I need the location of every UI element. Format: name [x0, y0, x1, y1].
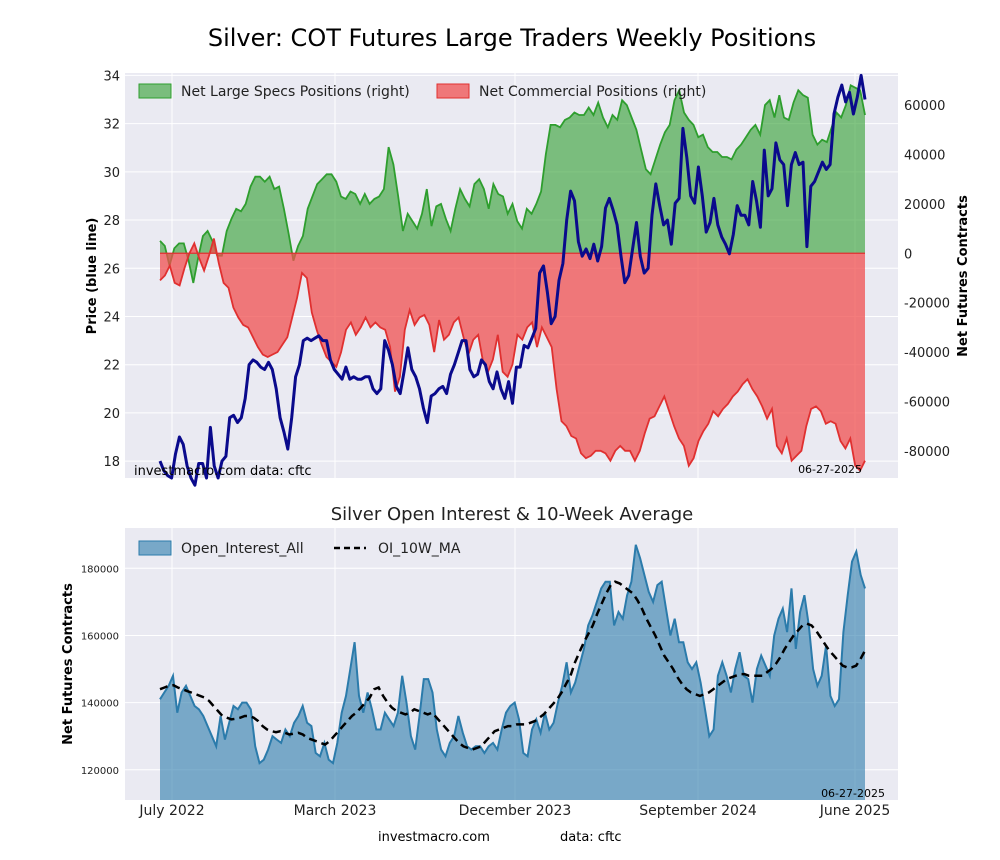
x-tick-label: December 2023: [459, 803, 572, 819]
top-y2tick-label: 20000: [904, 198, 945, 213]
top-y2tick-label: 40000: [904, 148, 945, 163]
top-ytick-label: 30: [103, 166, 120, 181]
top-ytick-label: 34: [103, 69, 120, 84]
x-tick-label: June 2025: [819, 803, 891, 819]
bottom-ytick-label: 140000: [81, 699, 119, 710]
top-y2tick-label: -40000: [904, 346, 950, 361]
top-left-axis-label: Price (blue line): [85, 218, 100, 335]
legend-swatch-oi: [138, 540, 172, 556]
top-y2tick-label: -60000: [904, 395, 950, 410]
top-ytick-label: 18: [103, 455, 120, 470]
top-y2tick-label: 0: [904, 247, 912, 262]
ma-line: [159, 580, 867, 751]
price-line: [158, 73, 867, 487]
bottom-source-annotation: investmacro.com data: cftc: [378, 830, 622, 845]
data-credit: data: cftc: [560, 830, 622, 845]
top-legend: Net Large Specs Positions (right) Net Co…: [138, 83, 706, 100]
legend-swatch-commercial: [436, 83, 470, 99]
bottom-axis-label: Net Futures Contracts: [61, 583, 76, 745]
top-ytick-label: 26: [103, 262, 120, 277]
top-ytick-label: 22: [103, 359, 120, 374]
top-right-axis-label: Net Futures Contracts: [956, 195, 971, 357]
legend-label-commercial: Net Commercial Positions (right): [479, 84, 706, 100]
commercial-area-edge: [159, 238, 866, 473]
legend-label-oi: Open_Interest_All: [181, 541, 304, 557]
x-tick-label: September 2024: [639, 803, 757, 819]
specs-area-edge: [159, 83, 866, 284]
top-y2tick-label: -80000: [904, 445, 950, 460]
legend-label-ma: OI_10W_MA: [378, 541, 461, 557]
top-right-axis-ticks: -80000 -60000 -40000 -20000 0 20000 40000 60000: [904, 99, 950, 460]
commercial-area: [160, 238, 865, 471]
top-y2tick-label: 60000: [904, 99, 945, 114]
bottom-ytick-label: 120000: [81, 766, 119, 777]
chart-title: Silver: COT Futures Large Traders Weekly…: [208, 24, 816, 52]
site-credit: investmacro.com: [378, 830, 490, 845]
bottom-date-annotation: 06-27-2025: [821, 787, 885, 800]
x-tick-label: July 2022: [138, 803, 204, 819]
specs-area: [160, 85, 865, 283]
x-tick-label: March 2023: [294, 803, 377, 819]
oi-area: [160, 544, 865, 800]
bottom-ytick-label: 160000: [81, 631, 119, 642]
bottom-x-ticks: July 2022 March 2023 December 2023 Septembe…: [138, 803, 890, 819]
top-panel: 18 20 22 24 26 28 30 32 34 -80000 -60000 -40000 -20…: [85, 69, 971, 487]
bottom-panel: 120000 140000 160000 180000 July 2022 March …: [61, 528, 898, 819]
top-date-annotation: 06-27-2025: [798, 463, 862, 476]
top-ytick-label: 20: [103, 407, 120, 422]
legend-label-specs: Net Large Specs Positions (right): [181, 84, 410, 100]
top-source-annotation: investmacro.com data: cftc: [134, 464, 312, 479]
bottom-ytick-label: 180000: [81, 564, 119, 575]
top-price-line: [158, 73, 867, 487]
top-y2tick-label: -20000: [904, 297, 950, 312]
bottom-axis-ticks: 120000 140000 160000 180000: [81, 564, 119, 776]
top-left-axis-ticks: 18 20 22 24 26 28 30 32 34: [103, 69, 120, 470]
bottom-ma-line: [159, 580, 867, 751]
legend-swatch-specs: [138, 83, 172, 99]
top-area-series: [159, 83, 866, 473]
bottom-legend: Open_Interest_All OI_10W_MA: [138, 540, 461, 557]
top-ytick-label: 24: [103, 310, 120, 325]
oi-edge: [159, 544, 866, 765]
top-ytick-label: 32: [103, 118, 120, 133]
bottom-oi-area: [159, 544, 866, 800]
top-ytick-label: 28: [103, 214, 120, 229]
bottom-chart-title: Silver Open Interest & 10-Week Average: [331, 504, 694, 525]
